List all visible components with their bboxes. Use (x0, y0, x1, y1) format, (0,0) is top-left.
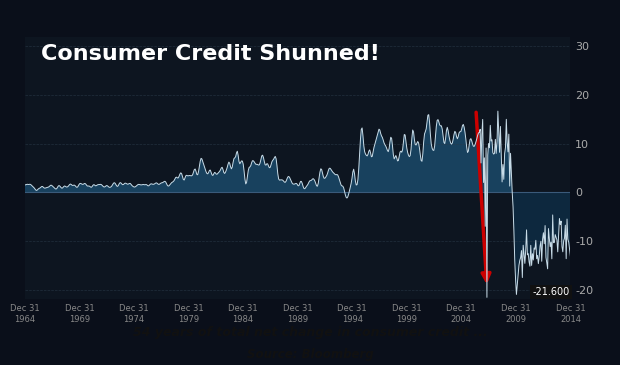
Text: -21.600: -21.600 (533, 287, 570, 297)
Text: 54 years of total net change in consumer credit ...: 54 years of total net change in consumer… (133, 326, 487, 339)
Text: Source: Bloomberg: Source: Bloomberg (247, 347, 373, 361)
Text: Consumer Credit Shunned!: Consumer Credit Shunned! (41, 45, 380, 64)
